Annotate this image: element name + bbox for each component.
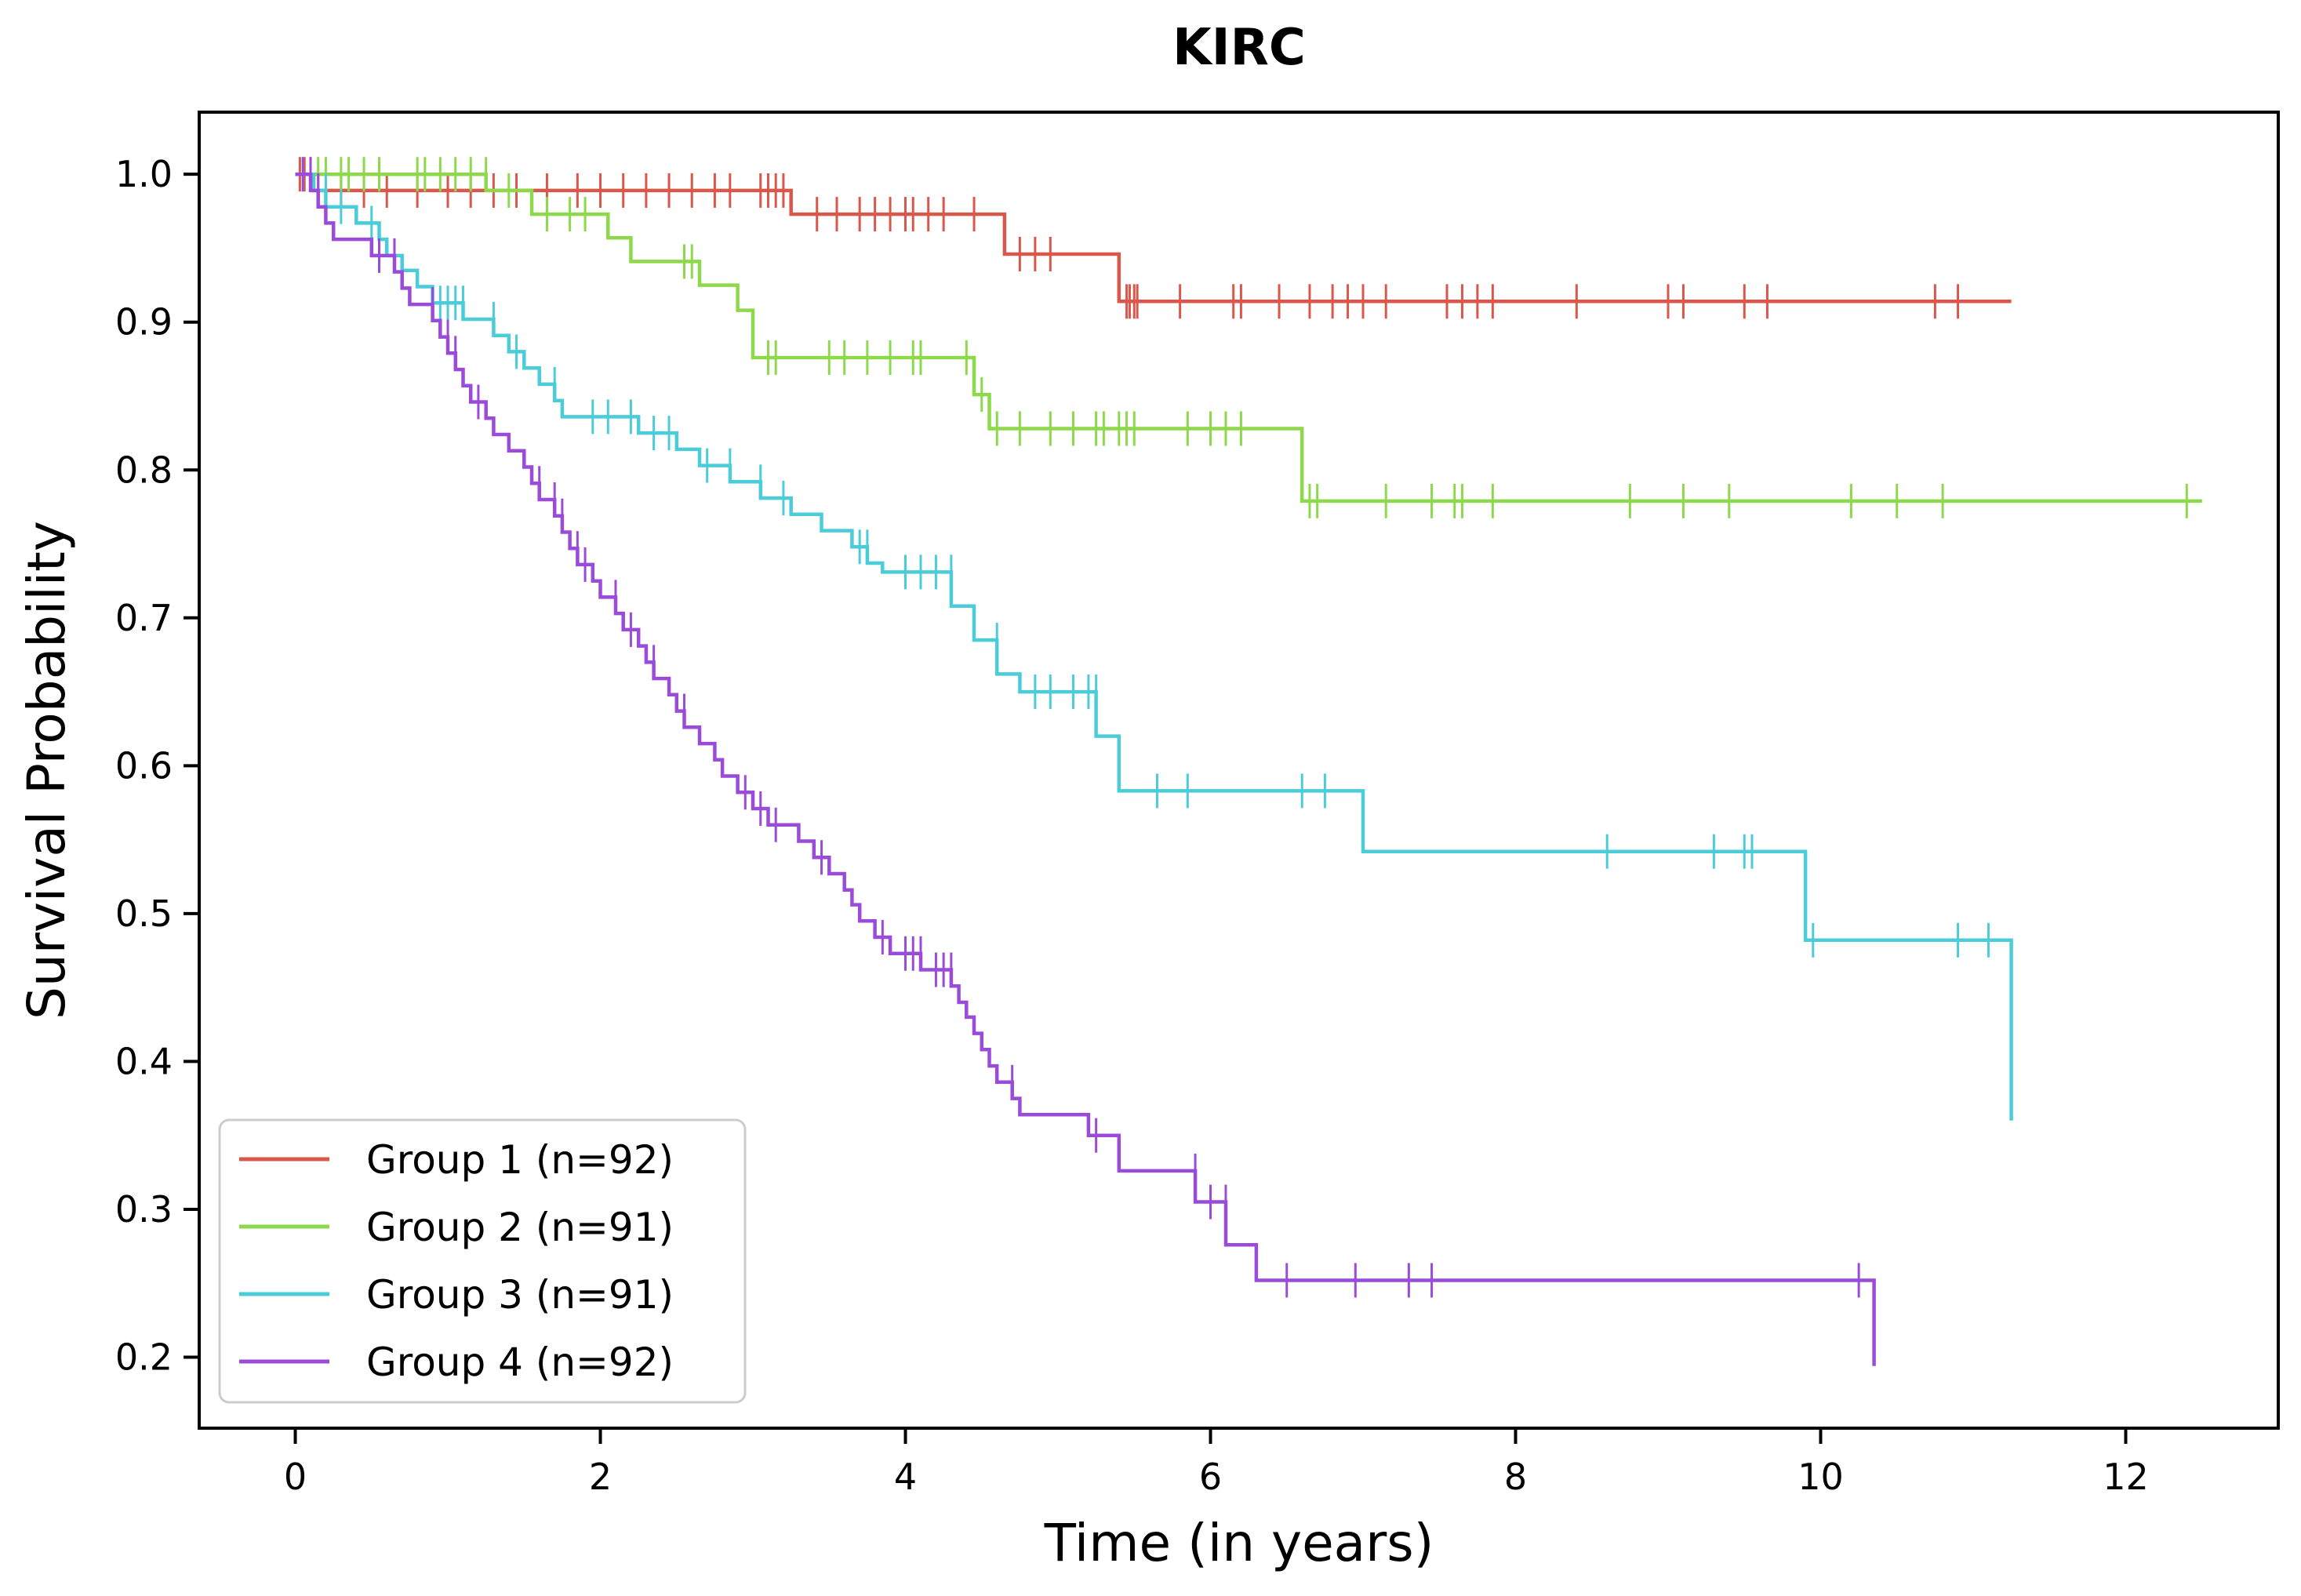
chart-title: KIRC — [1172, 19, 1306, 77]
y-tick-label: 0.7 — [115, 597, 173, 639]
y-tick-label: 1.0 — [115, 153, 173, 195]
y-tick-label: 0.8 — [115, 449, 173, 491]
y-axis-label: Survival Probability — [16, 521, 77, 1020]
y-tick-label: 0.3 — [115, 1188, 173, 1231]
legend: Group 1 (n=92) Group 2 (n=91) Group 3 (n=9… — [218, 1118, 747, 1404]
legend-label: Group 2 (n=91) — [366, 1205, 674, 1250]
x-axis-ticks: 0 2 4 6 8 10 12 — [284, 1428, 2149, 1498]
x-tick-label: 6 — [1199, 1456, 1222, 1498]
legend-box — [218, 1118, 747, 1404]
x-tick-label: 0 — [284, 1456, 307, 1498]
plot-frame — [198, 111, 2280, 1430]
legend-label: Group 1 (n=92) — [366, 1137, 674, 1183]
series-layer — [295, 157, 2202, 1366]
series-line-group-3 — [295, 172, 2013, 1121]
x-tick-label: 8 — [1504, 1456, 1527, 1498]
series-line-group-2 — [295, 172, 2202, 504]
y-axis-ticks: 0.2 0.3 0.4 0.5 0.6 0.7 0.8 0.9 1.0 — [115, 153, 199, 1379]
y-tick-label: 0.6 — [115, 744, 173, 787]
x-tick-label: 10 — [1798, 1456, 1844, 1498]
y-tick-label: 0.4 — [115, 1040, 173, 1082]
x-tick-label: 12 — [2103, 1456, 2149, 1498]
series-group-2 — [295, 157, 2202, 518]
y-tick-label: 0.2 — [115, 1336, 173, 1379]
y-tick-label: 0.9 — [115, 301, 173, 344]
y-tick-label: 0.5 — [115, 893, 173, 935]
series-group-3 — [295, 172, 2013, 1121]
series-group-4 — [295, 157, 1876, 1366]
x-tick-label: 2 — [589, 1456, 612, 1498]
legend-label: Group 4 (n=92) — [366, 1340, 674, 1385]
x-tick-label: 4 — [894, 1456, 917, 1498]
legend-entries: Group 1 (n=92) Group 2 (n=91) Group 3 (n=9… — [239, 1137, 674, 1385]
x-axis-label: Time (in years) — [1044, 1513, 1434, 1573]
legend-label: Group 3 (n=91) — [366, 1272, 674, 1318]
